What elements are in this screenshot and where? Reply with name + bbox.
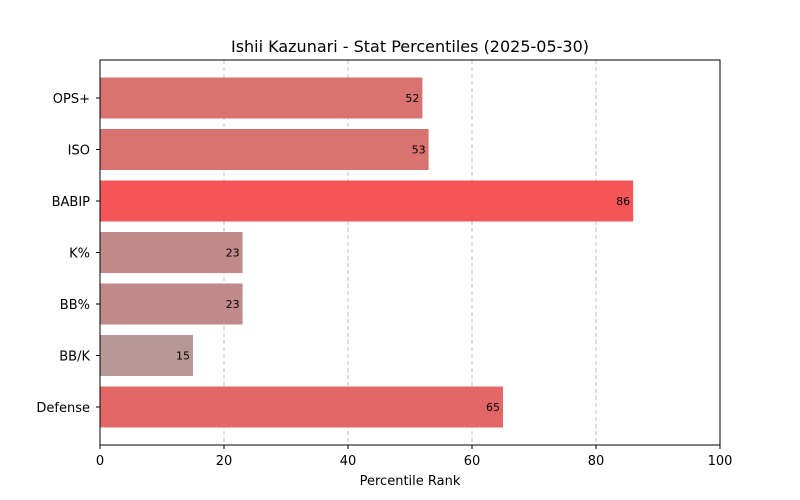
x-axis-ticks: 0 20 40 60 80 100 bbox=[96, 445, 733, 469]
y-axis-ticks: OPS+ ISO BABIP K% BB% BB/K Defense bbox=[36, 92, 100, 416]
bar-bb-k bbox=[100, 335, 193, 376]
y-tick-label: OPS+ bbox=[53, 92, 90, 107]
y-tick-label: BB% bbox=[60, 298, 90, 313]
x-tick-label: 0 bbox=[96, 454, 104, 469]
x-tick-label: 60 bbox=[464, 454, 481, 469]
data-label: 86 bbox=[616, 195, 630, 208]
y-tick-label: BABIP bbox=[52, 195, 91, 210]
x-tick-label: 40 bbox=[340, 454, 357, 469]
y-tick-label: Defense bbox=[36, 401, 90, 416]
y-tick-label: BB/K bbox=[59, 350, 90, 365]
data-label: 15 bbox=[176, 350, 190, 363]
data-label: 65 bbox=[486, 401, 500, 414]
data-label: 52 bbox=[405, 92, 419, 105]
data-label: 23 bbox=[226, 247, 240, 260]
data-label: 53 bbox=[412, 144, 426, 157]
bar-ops- bbox=[100, 77, 423, 119]
x-tick-label: 20 bbox=[216, 454, 233, 469]
bar-babip bbox=[100, 180, 634, 222]
data-label: 23 bbox=[226, 298, 240, 311]
bar-bb- bbox=[100, 283, 243, 325]
bars: 52 53 86 23 23 15 65 bbox=[100, 77, 634, 428]
bar-defense bbox=[100, 386, 503, 428]
x-tick-label: 100 bbox=[708, 454, 733, 469]
bar-iso bbox=[100, 129, 429, 170]
y-tick-label: K% bbox=[69, 247, 90, 262]
bar-k- bbox=[100, 232, 243, 273]
y-tick-label: ISO bbox=[68, 144, 90, 159]
x-tick-label: 80 bbox=[588, 454, 605, 469]
x-axis-label: Percentile Rank bbox=[360, 474, 461, 489]
chart-title: Ishii Kazunari - Stat Percentiles (2025-… bbox=[231, 37, 589, 56]
